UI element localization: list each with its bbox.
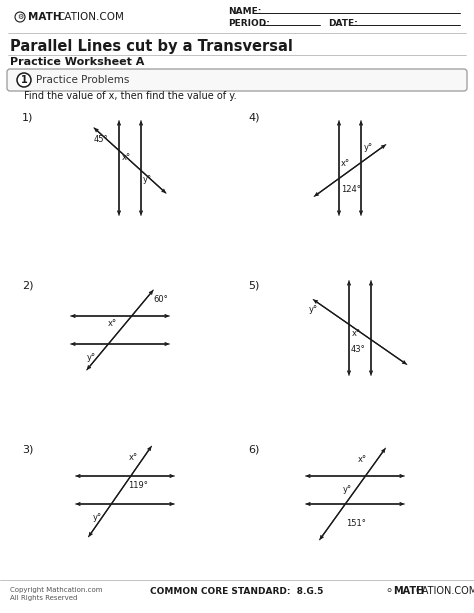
Text: y°: y° xyxy=(309,305,318,314)
Text: x°: x° xyxy=(129,454,138,462)
Text: Practice Problems: Practice Problems xyxy=(36,75,129,85)
Text: Parallel Lines cut by a Transversal: Parallel Lines cut by a Transversal xyxy=(10,39,293,53)
Text: 5): 5) xyxy=(248,280,259,290)
Text: y°: y° xyxy=(343,485,352,495)
FancyBboxPatch shape xyxy=(7,69,467,91)
Text: 1): 1) xyxy=(22,113,33,123)
Text: 4): 4) xyxy=(248,113,259,123)
Text: ⚪: ⚪ xyxy=(385,587,392,595)
Text: y°: y° xyxy=(87,354,96,362)
Circle shape xyxy=(17,73,31,87)
Text: x°: x° xyxy=(341,159,350,167)
Text: x°: x° xyxy=(358,455,367,465)
Text: MATH: MATH xyxy=(393,586,424,596)
Text: COMMON CORE STANDARD:  8.G.5: COMMON CORE STANDARD: 8.G.5 xyxy=(150,587,324,595)
Text: Copyright Mathcation.com: Copyright Mathcation.com xyxy=(10,587,102,593)
Text: 60°: 60° xyxy=(153,295,168,305)
Text: ⚙: ⚙ xyxy=(17,14,23,20)
Text: 45°: 45° xyxy=(94,135,109,145)
Text: 2): 2) xyxy=(22,280,34,290)
Text: PERIOD:: PERIOD: xyxy=(228,20,270,28)
Text: CATION.COM: CATION.COM xyxy=(57,12,124,22)
Text: MATH: MATH xyxy=(28,12,62,22)
Text: Find the value of x, then find the value of y.: Find the value of x, then find the value… xyxy=(24,91,237,101)
Text: 119°: 119° xyxy=(128,481,148,490)
Text: y°: y° xyxy=(143,175,152,185)
Text: 1: 1 xyxy=(21,75,27,85)
Text: CATION.COM: CATION.COM xyxy=(416,586,474,596)
Text: DATE:: DATE: xyxy=(328,20,358,28)
Text: x°: x° xyxy=(108,319,117,329)
Text: All Rights Reserved: All Rights Reserved xyxy=(10,595,77,601)
Text: Practice Worksheet A: Practice Worksheet A xyxy=(10,57,145,67)
Text: y°: y° xyxy=(93,514,102,522)
Text: 151°: 151° xyxy=(346,519,366,528)
Text: 6): 6) xyxy=(248,445,259,455)
Text: NAME:: NAME: xyxy=(228,7,261,17)
Text: x°: x° xyxy=(122,153,131,162)
Text: 43°: 43° xyxy=(351,346,366,354)
Text: 124°: 124° xyxy=(341,186,361,194)
Text: y°: y° xyxy=(364,143,373,153)
Text: 3): 3) xyxy=(22,445,33,455)
Text: x°: x° xyxy=(352,329,361,338)
